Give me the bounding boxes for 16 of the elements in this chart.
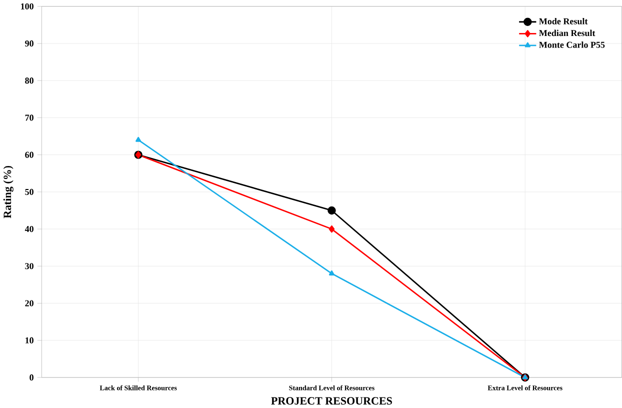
y-tick-label: 30 (25, 263, 34, 270)
y-tick-label: 40 (24, 226, 34, 232)
legend-label: Median Result (539, 30, 596, 36)
x-axis-title: PROJECT RESOURCES (271, 397, 392, 405)
y-tick-label: 60 (25, 152, 34, 158)
y-tick-label: 0 (30, 374, 34, 381)
y-tick-label: 90 (25, 40, 34, 47)
y-tick-label: 70 (25, 114, 34, 121)
y-axis-title: Rating (%) (3, 166, 14, 218)
legend-label: Monte Carlo P55 (539, 42, 605, 48)
y-tick-label: 20 (25, 300, 34, 306)
legend-label: Mode Result (539, 18, 588, 24)
y-tick-label: 80 (25, 78, 34, 84)
y-tick-label: 100 (21, 3, 34, 10)
y-tick-label: 50 (25, 188, 34, 196)
y-tick-label: 10 (26, 337, 34, 344)
